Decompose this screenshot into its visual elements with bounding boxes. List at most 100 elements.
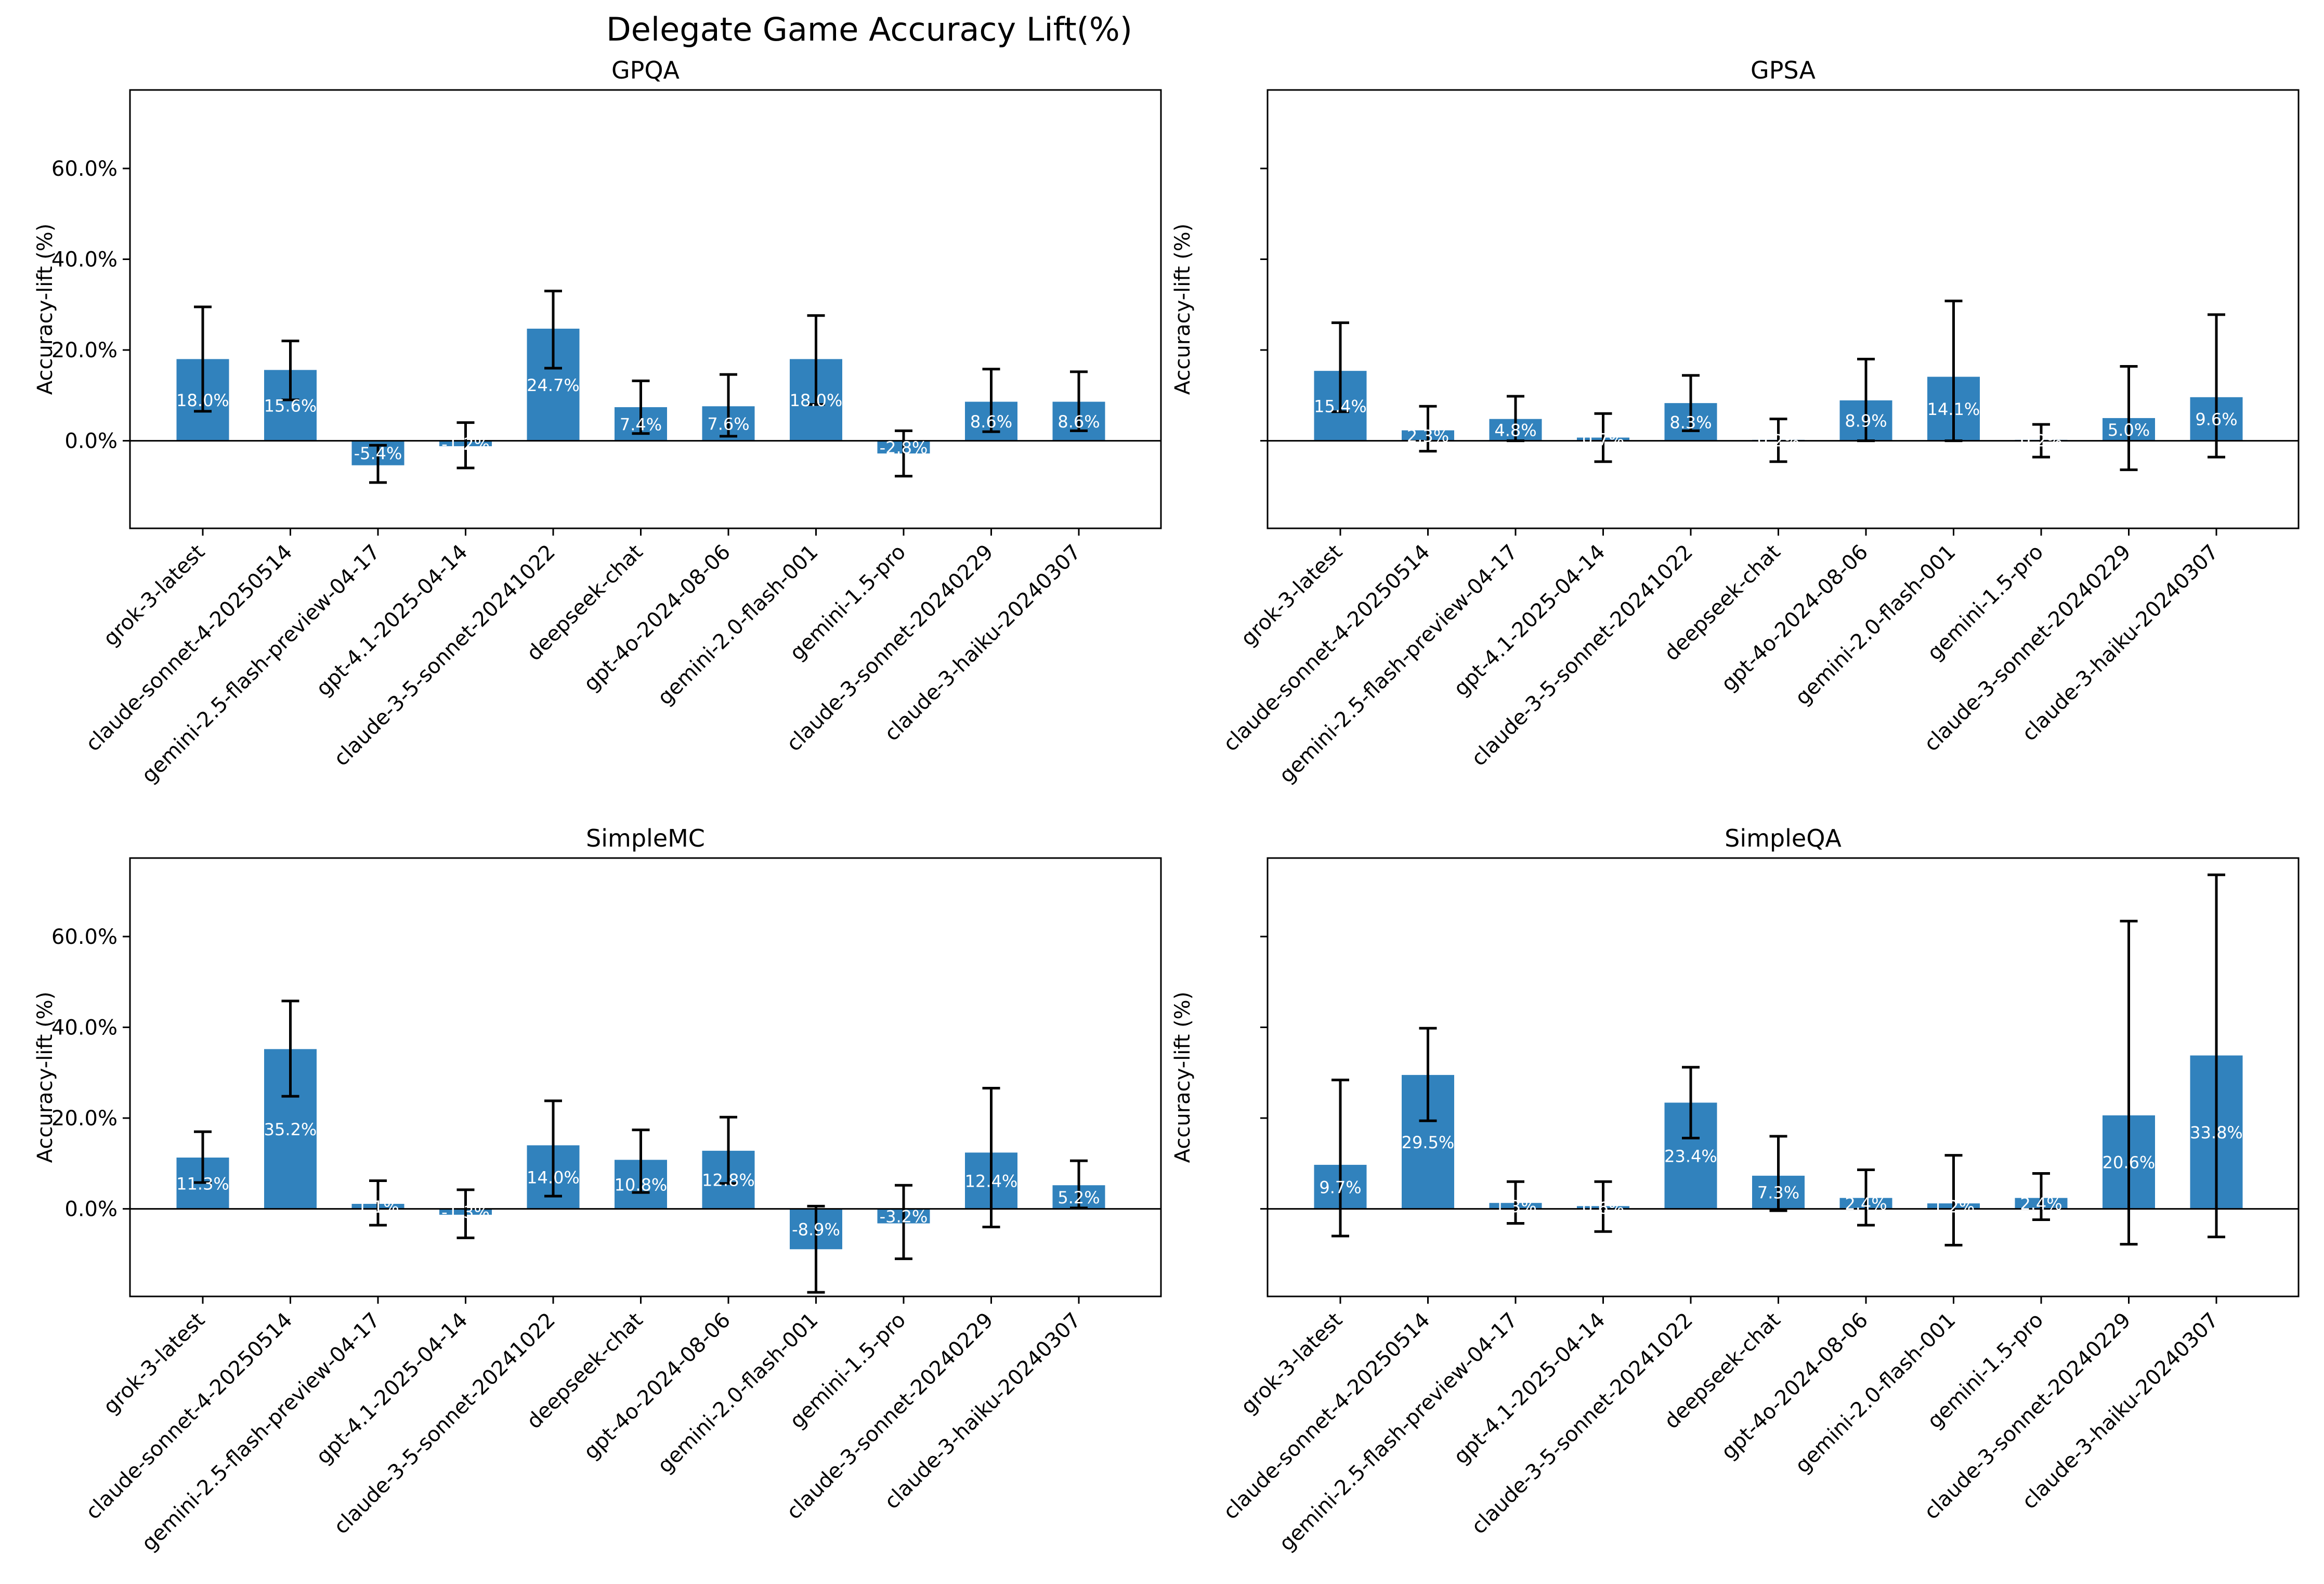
data-label: 2.4%	[1845, 1194, 1887, 1214]
error-bar	[1070, 1159, 1088, 1210]
axes-frame	[129, 857, 1162, 1297]
subplot-1: GPQA Accuracy-lift (%) 18.0% 15.6% -5.4% -1.2…	[33, 56, 1162, 788]
y-tick-label: 0.0%	[64, 1198, 117, 1222]
data-label: -5.4%	[354, 444, 402, 463]
x-tick-label: gpt-4o-2024-08-06	[1717, 1308, 1873, 1464]
error-bar	[1944, 1154, 1963, 1247]
error-bar	[1682, 1066, 1700, 1139]
subplot-3: SimpleMC Accuracy-lift (%) 11.3% 35.2% 1.1% -…	[33, 824, 1162, 1556]
data-label: 8.3%	[1669, 412, 1712, 432]
error-bar	[1857, 1168, 1875, 1227]
x-tick-label: gpt-4.1-2025-04-14	[311, 1308, 472, 1469]
data-label: 9.6%	[2195, 410, 2237, 430]
data-label: 4.8%	[1494, 421, 1536, 440]
error-bar	[807, 314, 825, 406]
error-bar	[807, 1204, 825, 1294]
error-bar	[895, 429, 912, 478]
y-tick-label: 20.0%	[51, 339, 117, 362]
y-tick-label: 20.0%	[51, 1107, 117, 1131]
data-label: -3.2%	[880, 1207, 928, 1227]
error-bar	[1507, 1180, 1524, 1225]
error-bar	[2208, 873, 2225, 1239]
data-label: 12.4%	[965, 1171, 1018, 1191]
data-label: 0.7%	[1582, 430, 1624, 450]
y-axis-label: Accuracy-lift (%)	[1171, 992, 1195, 1163]
error-bar	[1857, 357, 1875, 443]
data-label: 20.6%	[2103, 1153, 2156, 1173]
data-label: 23.4%	[1664, 1146, 1717, 1166]
data-label: 0.6%	[1582, 1198, 1624, 1218]
data-label: 0.2%	[2020, 431, 2062, 451]
data-label: 18.0%	[176, 391, 229, 410]
data-label: 8.9%	[1845, 411, 1887, 431]
y-axis-label: Accuracy-lift (%)	[1171, 224, 1195, 395]
error-bar	[456, 1188, 475, 1239]
y-tick-label: 40.0%	[51, 248, 117, 272]
data-label: 7.4%	[620, 414, 662, 434]
error-bar	[1419, 1027, 1437, 1122]
data-label: 12.8%	[702, 1171, 755, 1190]
data-label: 14.1%	[1927, 399, 1980, 419]
error-bar	[194, 1130, 212, 1184]
y-tick-label: 60.0%	[51, 925, 117, 949]
error-bar	[456, 421, 475, 470]
x-tick-label: gemini-2.0-flash-001	[653, 1308, 822, 1478]
error-bar	[982, 368, 1000, 433]
y-axis-label: Accuracy-lift (%)	[33, 992, 57, 1163]
data-label: 18.0%	[790, 391, 843, 410]
x-tick-label: gpt-4o-2024-08-06	[1717, 540, 1873, 696]
error-bar	[194, 305, 212, 413]
subplot-grid: GPQA Accuracy-lift (%) 18.0% 15.6% -5.4% -1.2…	[33, 56, 2300, 1556]
data-label: 29.5%	[1402, 1133, 1455, 1152]
data-label: 1.2%	[1933, 1197, 1975, 1216]
axes-frame	[1267, 89, 2300, 529]
x-tick-label: gemini-2.0-flash-001	[653, 540, 822, 710]
data-label: 15.4%	[1314, 396, 1367, 416]
error-bar	[281, 999, 299, 1098]
subplot-title: GPSA	[1751, 56, 1816, 84]
data-label: 24.7%	[527, 375, 580, 395]
error-bar	[544, 1099, 562, 1198]
error-bar	[544, 290, 562, 370]
error-bar	[1331, 321, 1349, 413]
data-label: 2.4%	[2020, 1194, 2062, 1214]
data-label: 5.0%	[2108, 420, 2150, 440]
subplot-2: GPSA Accuracy-lift (%) 15.4% 2.3% 4.8% 0.7% 8.…	[1171, 56, 2300, 788]
subplot-title: SimpleQA	[1725, 824, 1842, 852]
error-bar	[1070, 370, 1088, 432]
data-label: 5.2%	[1057, 1188, 1100, 1208]
error-bar	[369, 444, 387, 484]
x-tick-label: gpt-4.1-2025-04-14	[1449, 1308, 1610, 1469]
x-tick-label: gpt-4o-2024-08-06	[579, 1308, 735, 1464]
x-tick-label: gemini-2.0-flash-001	[1791, 1308, 1960, 1478]
error-bar	[1682, 374, 1700, 432]
data-label: 15.6%	[264, 396, 317, 416]
error-bar	[1419, 405, 1437, 453]
error-bar	[1507, 395, 1524, 443]
x-tick-label: gpt-4.1-2025-04-14	[1449, 540, 1610, 701]
error-bar	[720, 1115, 737, 1185]
data-label: 9.7%	[1319, 1177, 1361, 1197]
data-label: -1.3%	[441, 1202, 490, 1222]
error-bar	[1331, 1079, 1349, 1238]
x-tick-label: gemini-2.0-flash-001	[1791, 540, 1960, 710]
error-bar	[2208, 313, 2225, 459]
y-axis-label: Accuracy-lift (%)	[33, 224, 57, 395]
data-label: 7.3%	[1757, 1183, 1799, 1203]
data-label: 33.8%	[2190, 1123, 2243, 1142]
data-label: 8.6%	[1057, 412, 1100, 432]
data-label: 10.8%	[615, 1175, 668, 1195]
error-bar	[2120, 919, 2138, 1246]
subplot-title: GPQA	[611, 56, 680, 84]
error-bar	[720, 373, 737, 438]
axes-frame	[1267, 857, 2300, 1297]
subplot-title: SimpleMC	[586, 824, 705, 852]
data-label: 7.6%	[707, 414, 749, 434]
y-tick-label: 40.0%	[51, 1016, 117, 1040]
data-label: 1.3%	[1494, 1197, 1536, 1216]
error-bar	[1769, 418, 1787, 463]
y-tick-label: 60.0%	[51, 157, 117, 181]
error-bar	[369, 1179, 387, 1227]
error-bar	[1944, 300, 1963, 443]
